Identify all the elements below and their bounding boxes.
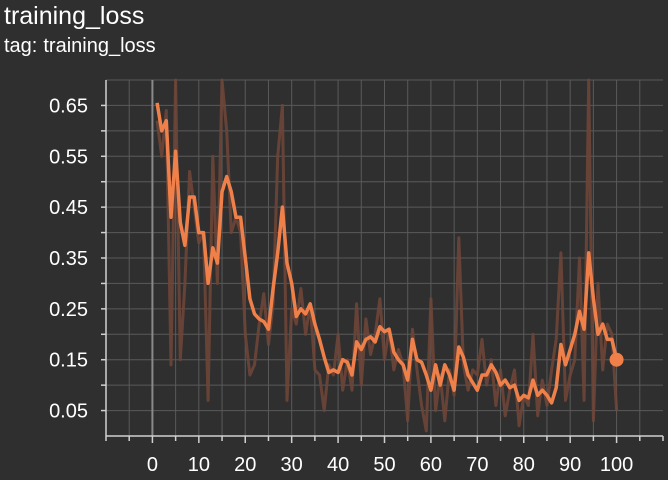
x-tick-label: 10 xyxy=(188,454,210,476)
grid xyxy=(106,79,663,436)
y-tick-label: 0.35 xyxy=(49,248,88,270)
tick-labels: 0 10 20 30 40 50 60 70 80 90 100 0.05 0.15 0.25 0.35 0.… xyxy=(49,95,633,476)
x-tick-label: 80 xyxy=(513,454,535,476)
last-point-marker xyxy=(609,352,624,367)
x-tick-label: 100 xyxy=(600,454,633,476)
x-tick-label: 40 xyxy=(327,454,349,476)
x-tick-label: 70 xyxy=(466,454,488,476)
x-tick-label: 20 xyxy=(234,454,256,476)
axes xyxy=(101,80,664,443)
y-tick-label: 0.25 xyxy=(49,299,88,321)
y-tick-label: 0.55 xyxy=(49,146,88,168)
smoothed-loss-line xyxy=(155,102,619,405)
x-tick-label: 90 xyxy=(559,454,581,476)
y-tick-label: 0.05 xyxy=(49,401,88,423)
raw-loss-line xyxy=(155,78,619,433)
x-tick-label: 60 xyxy=(420,454,442,476)
tag-value: training_loss xyxy=(43,35,156,57)
chart-title: training_loss xyxy=(4,2,145,30)
y-tick-label: 0.15 xyxy=(49,350,88,372)
tag-label: tag: xyxy=(4,35,38,57)
x-tick-label: 0 xyxy=(147,454,158,476)
x-tick-label: 50 xyxy=(373,454,395,476)
series xyxy=(155,78,624,433)
y-tick-label: 0.65 xyxy=(49,95,88,117)
x-tick-label: 30 xyxy=(281,454,303,476)
y-tick-label: 0.45 xyxy=(49,197,88,219)
chart-subtitle: tag: training_loss xyxy=(4,33,156,59)
